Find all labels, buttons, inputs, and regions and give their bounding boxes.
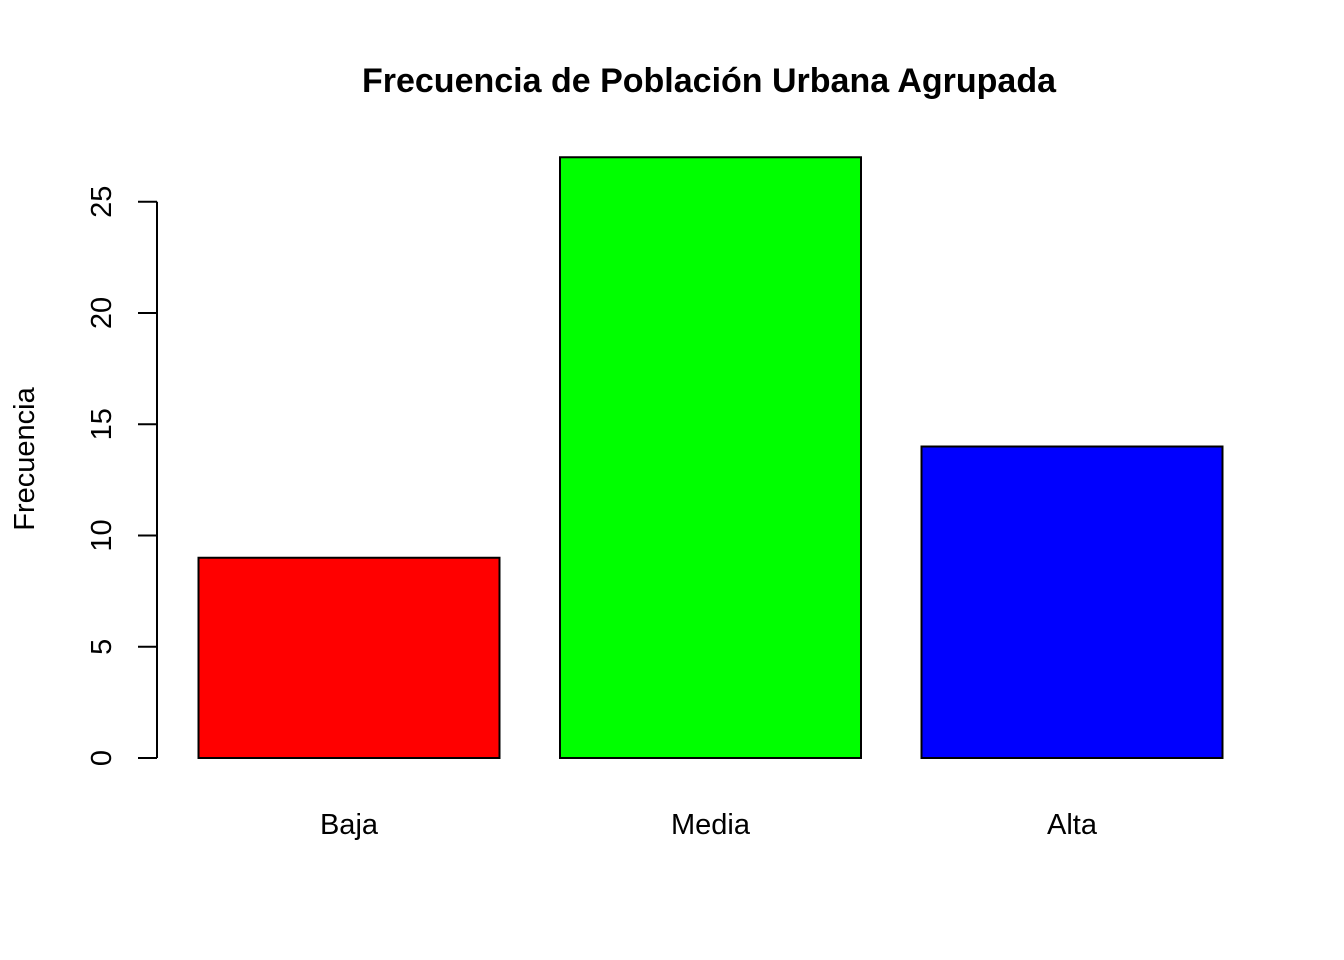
bar-media — [559, 156, 862, 759]
y-tick-label: 5 — [86, 639, 118, 655]
x-tick-label-baja: Baja — [320, 809, 379, 841]
x-axis-labels: Baja Media Alta — [320, 809, 1098, 841]
x-tick-label-media: Media — [671, 809, 751, 841]
y-tick-label: 15 — [86, 408, 118, 440]
y-tick-label: 0 — [86, 750, 118, 766]
y-tick-label: 25 — [86, 186, 118, 218]
bar-alta — [920, 445, 1224, 759]
x-tick-label-alta: Alta — [1047, 809, 1098, 841]
y-tick-label: 20 — [86, 297, 118, 329]
bars-group — [197, 156, 1224, 759]
y-axis-label: Frecuencia — [9, 386, 41, 530]
bar-baja — [197, 556, 501, 759]
y-tick-label: 10 — [86, 519, 118, 551]
chart-title: Frecuencia de Población Urbana Agrupada — [362, 62, 1057, 100]
y-axis-ticks: 0 5 10 15 20 25 — [86, 186, 157, 766]
